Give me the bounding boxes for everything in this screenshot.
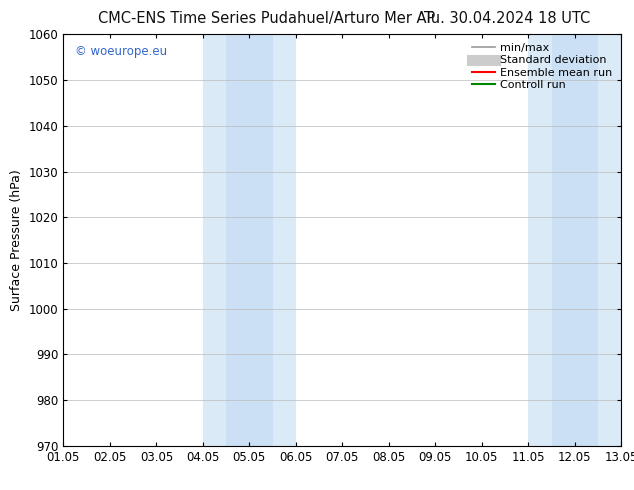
Bar	[203, 34, 226, 446]
Bar	[598, 34, 621, 446]
Text: CMC-ENS Time Series Pudahuel/Arturo Mer AP: CMC-ENS Time Series Pudahuel/Arturo Mer …	[98, 11, 435, 26]
Bar	[552, 34, 575, 446]
Y-axis label: Surface Pressure (hPa): Surface Pressure (hPa)	[10, 169, 23, 311]
Text: Tu. 30.04.2024 18 UTC: Tu. 30.04.2024 18 UTC	[424, 11, 590, 26]
Bar	[273, 34, 296, 446]
Bar	[226, 34, 249, 446]
Text: © woeurope.eu: © woeurope.eu	[75, 45, 167, 58]
Bar	[575, 34, 598, 446]
Legend: min/max, Standard deviation, Ensemble mean run, Controll run: min/max, Standard deviation, Ensemble me…	[469, 40, 616, 93]
Bar	[528, 34, 552, 446]
Bar	[249, 34, 273, 446]
